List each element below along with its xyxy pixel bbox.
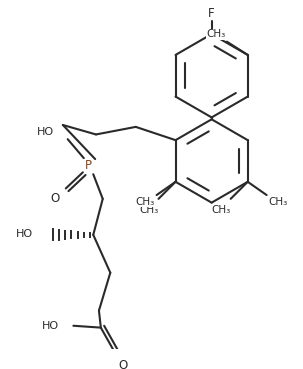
Text: O: O	[118, 359, 127, 369]
Text: F: F	[208, 7, 215, 20]
Text: CH₃: CH₃	[268, 197, 288, 207]
Text: HO: HO	[15, 229, 33, 239]
Text: HO: HO	[37, 127, 55, 137]
Text: CH₃: CH₃	[139, 205, 159, 215]
Text: CH₃: CH₃	[207, 29, 226, 39]
Text: HO: HO	[42, 321, 59, 331]
Text: O: O	[51, 192, 60, 206]
Text: CH₃: CH₃	[136, 197, 155, 207]
Text: CH₃: CH₃	[211, 205, 231, 215]
Text: P: P	[85, 159, 92, 172]
